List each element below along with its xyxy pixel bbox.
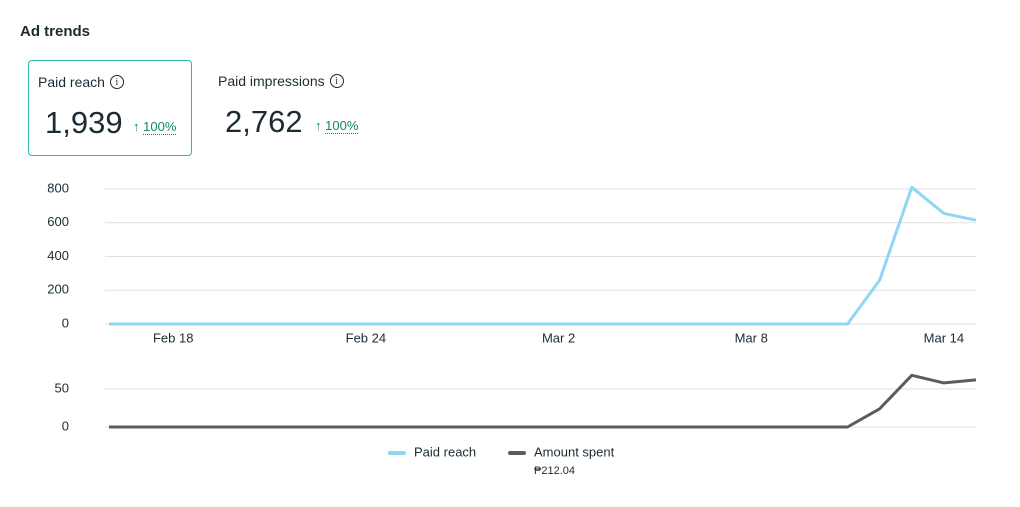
section-title: Ad trends	[20, 23, 91, 40]
x-tick-label: Mar 8	[735, 330, 768, 345]
x-tick-label: Feb 24	[346, 330, 386, 345]
legend-label: Amount spent	[534, 444, 615, 459]
metric-change-value: 100%	[143, 119, 177, 135]
x-tick-label: Feb 18	[153, 330, 193, 345]
y-tick-label: 0	[62, 315, 69, 330]
series-line	[109, 185, 977, 326]
metric-change: ↑ 100%	[315, 118, 359, 134]
metric-change-value: 100%	[325, 118, 359, 134]
x-tick-label: Mar 2	[542, 330, 575, 345]
metric-label-row: Paid reach i	[38, 74, 124, 90]
info-icon[interactable]: i	[109, 75, 124, 89]
metric-value: 2,762	[225, 104, 303, 139]
y-tick-label: 800	[47, 180, 69, 195]
metric-label: Paid reach	[38, 74, 105, 90]
metric-card[interactable]: Paid impressions i 2,762 ↑ 100%	[209, 60, 373, 156]
y-tick-label: 600	[47, 214, 69, 229]
info-icon[interactable]: i	[329, 74, 344, 88]
metric-value: 1,939	[45, 105, 123, 140]
metric-card[interactable]: Paid reach i 1,939 ↑ 100%	[28, 60, 192, 156]
metric-label-row: Paid impressions i	[218, 73, 344, 89]
y-tick-label: 50	[55, 380, 69, 395]
x-tick-label: Mar 14	[924, 330, 964, 345]
y-tick-label: 200	[47, 282, 69, 297]
metric-change: ↑ 100%	[133, 119, 177, 135]
legend-label: Paid reach	[414, 444, 476, 459]
y-tick-label: 400	[47, 248, 69, 263]
y-tick-label: 0	[62, 418, 69, 433]
legend-note: ₱212.04	[534, 465, 575, 477]
metric-label: Paid impressions	[218, 73, 325, 89]
series-line	[109, 373, 977, 429]
